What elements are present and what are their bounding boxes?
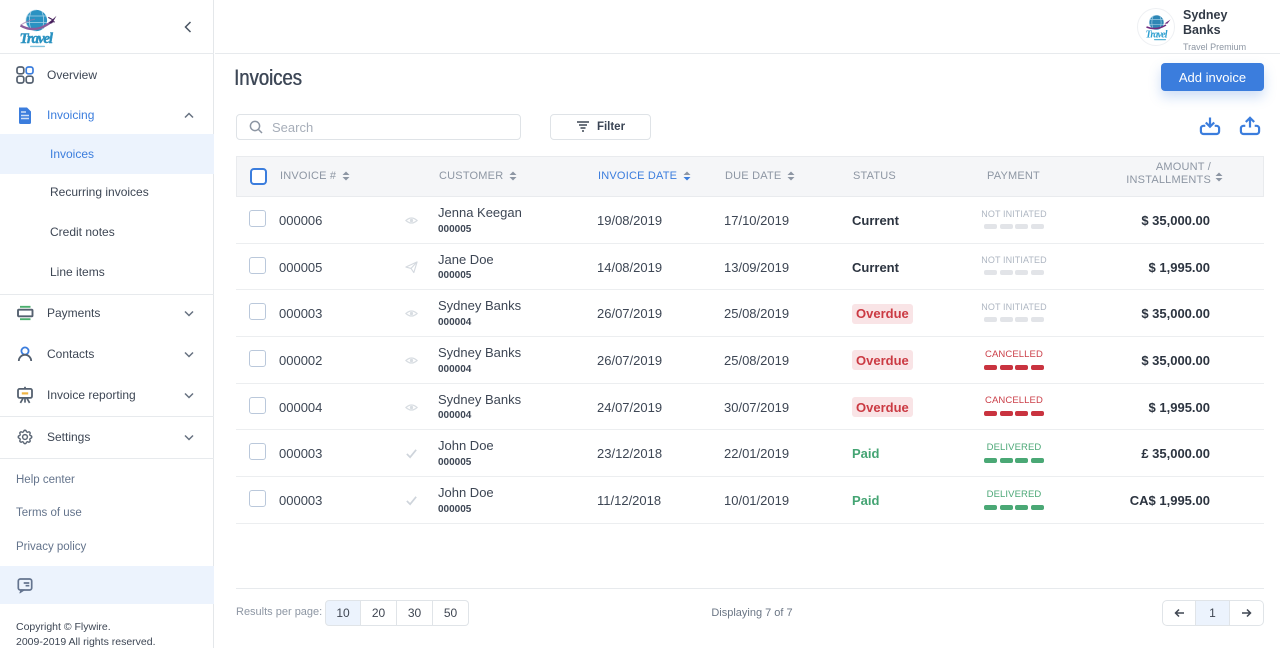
svg-text:Travel: Travel bbox=[1146, 30, 1168, 41]
svg-text:Travel: Travel bbox=[20, 31, 54, 47]
